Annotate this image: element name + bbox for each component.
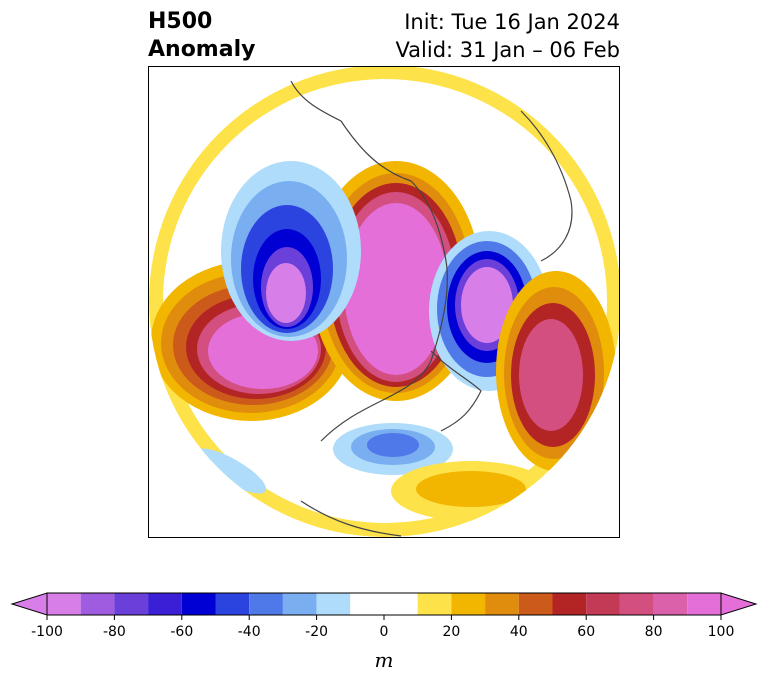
- anomaly-positive-europe: [496, 271, 616, 471]
- colorbar-tick-label: -80: [103, 624, 126, 640]
- colorbar-bin: [215, 593, 250, 615]
- anomaly-map: [149, 67, 619, 537]
- colorbar-bin: [80, 593, 115, 615]
- colorbar-bin: [350, 593, 418, 615]
- anomaly-positive-south: [391, 461, 551, 521]
- colorbar-tick-label: -40: [238, 624, 261, 640]
- anomaly-field: [149, 67, 619, 537]
- colorbar-tick-label: 0: [380, 624, 389, 640]
- colorbar-bin: [485, 593, 519, 615]
- colorbar-bin: [47, 593, 81, 615]
- colorbar-bin: [282, 593, 317, 615]
- colorbar-bin: [653, 593, 688, 615]
- colorbar-tick-label: 20: [442, 624, 460, 640]
- anomaly-negative-siberia: [221, 161, 361, 341]
- title-field: Anomaly: [148, 37, 256, 62]
- colorbar-over-arrow: [720, 592, 758, 616]
- map-title: H500 Anomaly: [148, 8, 255, 64]
- map-panel: [148, 66, 620, 538]
- colorbar: -100 -80 -60 -40 -20 0 20 40 60 80 100 m: [0, 585, 768, 685]
- coastlines: [290, 80, 573, 537]
- forecast-info: Init: Tue 16 Jan 2024 Valid: 31 Jan – 06…: [395, 8, 620, 64]
- colorbar-bin: [417, 593, 452, 615]
- colorbar-bin: [586, 593, 620, 615]
- colorbar-tick-label: -100: [31, 624, 63, 640]
- title-variable: H500: [148, 9, 213, 34]
- colorbar-tick-label: 60: [577, 624, 595, 640]
- colorbar-bin: [619, 593, 654, 615]
- anomaly-negative-canada: [333, 423, 453, 475]
- colorbar-bin: [316, 593, 351, 615]
- anomaly-negative-streak: [195, 448, 267, 494]
- colorbar-bin: [114, 593, 149, 615]
- colorbar-bin: [518, 593, 553, 615]
- colorbar-tick-label: 40: [510, 624, 528, 640]
- colorbar-tick-label: 100: [708, 624, 735, 640]
- colorbar-under-arrow: [10, 592, 48, 616]
- colorbar-bin: [687, 593, 721, 615]
- colorbar-tick-label: -20: [305, 624, 328, 640]
- colorbar-unit-label: m: [375, 648, 394, 672]
- colorbar-tick-label: -60: [170, 624, 193, 640]
- colorbar-bin: [249, 593, 283, 615]
- valid-range: Valid: 31 Jan – 06 Feb: [395, 38, 620, 62]
- colorbar-bin: [451, 593, 486, 615]
- colorbar-graphic: -100 -80 -60 -40 -20 0 20 40 60 80 100 m: [10, 592, 758, 672]
- init-date: Init: Tue 16 Jan 2024: [404, 10, 620, 34]
- colorbar-bin: [148, 593, 182, 615]
- colorbar-bin: [181, 593, 216, 615]
- colorbar-bin: [552, 593, 587, 615]
- colorbar-tick-label: 80: [645, 624, 663, 640]
